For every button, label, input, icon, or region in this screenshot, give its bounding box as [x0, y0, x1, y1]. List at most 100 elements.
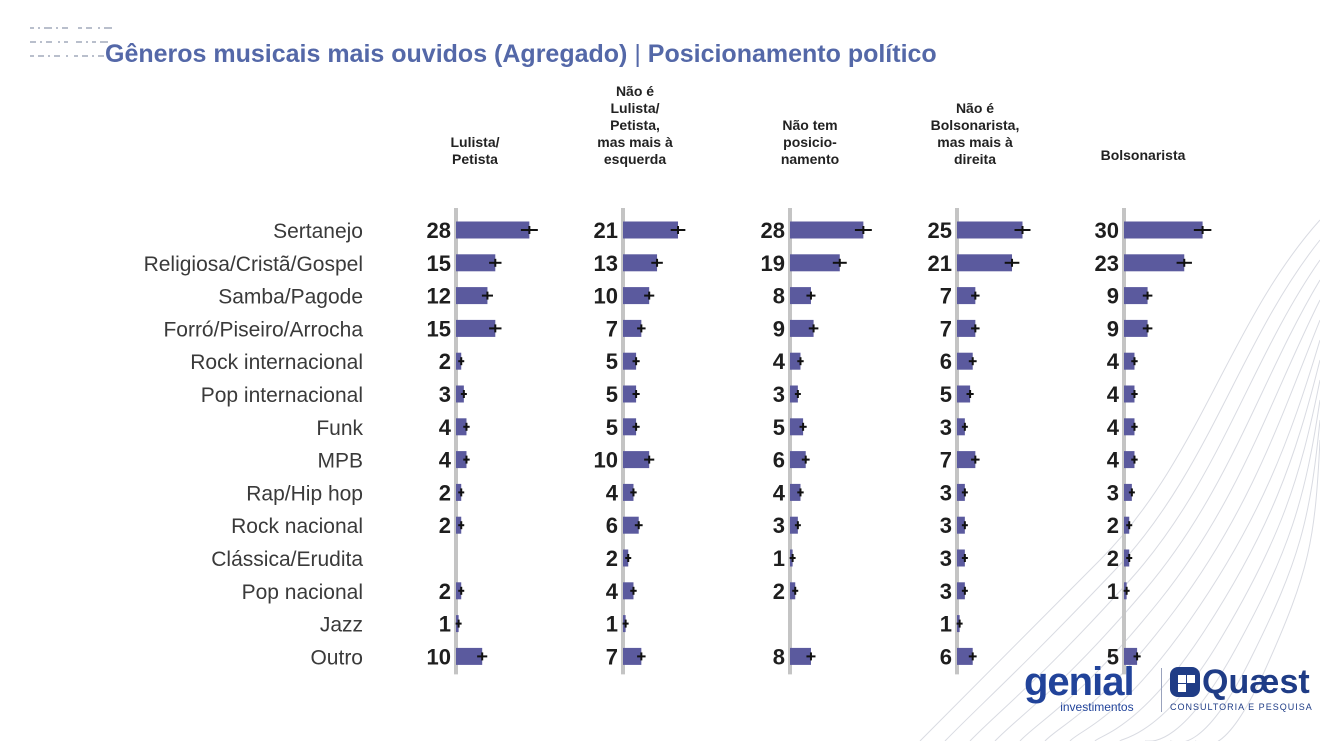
data-label: 7	[940, 316, 952, 341]
data-label: 21	[928, 251, 952, 276]
quaest-wordmark: Quæst	[1202, 663, 1310, 701]
data-label: 1	[606, 612, 618, 637]
bar	[623, 385, 637, 403]
bar	[957, 549, 965, 567]
data-label: 9	[1107, 316, 1119, 341]
data-label: 15	[427, 316, 451, 341]
data-label: 9	[1107, 284, 1119, 309]
page-title: Gêneros musicais mais ouvidos (Agregado)…	[105, 40, 937, 69]
bar	[456, 647, 483, 665]
data-label: 3	[773, 513, 785, 538]
category-label: Rap/Hip hop	[246, 482, 363, 505]
data-label: 4	[1107, 382, 1120, 407]
category-label: Pop internacional	[201, 384, 363, 407]
bar	[790, 221, 864, 239]
category-label: Rock nacional	[231, 515, 363, 538]
column-header: Não tem posicio-namento	[781, 117, 839, 167]
bar	[1124, 483, 1132, 501]
data-label: 13	[594, 251, 618, 276]
column-header: Bolsonarista	[1101, 147, 1186, 163]
category-label: MPB	[317, 450, 363, 473]
bar	[790, 287, 811, 305]
data-label: 3	[773, 382, 785, 407]
data-label: 4	[1107, 349, 1120, 374]
bar	[1124, 451, 1135, 469]
bar	[790, 647, 811, 665]
data-label: 3	[940, 415, 952, 440]
data-label: 4	[1107, 415, 1120, 440]
data-label: 3	[940, 513, 952, 538]
bar	[790, 254, 840, 272]
data-label: 10	[427, 644, 451, 669]
bar	[957, 483, 965, 501]
bar	[623, 287, 650, 305]
chart-subtitle: Posicionamento político	[647, 40, 937, 68]
bar	[1124, 418, 1135, 436]
bar	[623, 451, 650, 469]
corner-dash-marks	[30, 27, 112, 57]
bar	[957, 418, 965, 436]
bar	[1124, 254, 1185, 272]
data-label: 25	[928, 218, 952, 243]
bar	[623, 582, 634, 600]
data-label: 1	[940, 612, 952, 637]
category-label: Jazz	[320, 614, 363, 637]
genial-logo: genial investimentos	[1024, 660, 1135, 714]
bar	[456, 418, 467, 436]
data-label: 2	[773, 579, 785, 604]
data-label: 12	[427, 284, 451, 309]
bar	[957, 451, 976, 469]
data-label: 1	[1107, 579, 1119, 604]
bar	[957, 352, 973, 370]
quaest-icon	[1170, 667, 1200, 697]
bar	[957, 582, 965, 600]
data-label: 2	[606, 546, 618, 571]
bar	[1124, 352, 1135, 370]
genial-subtitle: investimentos	[1060, 700, 1134, 714]
data-label: 5	[1107, 644, 1119, 669]
data-label: 5	[773, 415, 785, 440]
data-label: 3	[940, 546, 952, 571]
bar	[623, 221, 679, 239]
data-label: 5	[606, 382, 618, 407]
bar	[790, 352, 801, 370]
category-label: Funk	[316, 417, 363, 440]
genial-wordmark: genial	[1024, 660, 1135, 704]
column-header: Não é Lulista/Petista, mas mais à esquerda	[597, 83, 673, 167]
data-label: 4	[1107, 448, 1120, 473]
data-label: 8	[773, 644, 785, 669]
category-label: Outro	[310, 646, 363, 669]
bar	[1124, 287, 1148, 305]
data-label: 4	[439, 448, 452, 473]
bar	[623, 352, 637, 370]
bar	[790, 516, 798, 534]
bar	[623, 319, 642, 337]
title-separator: |	[634, 40, 641, 68]
category-label: Samba/Pagode	[218, 286, 363, 309]
data-label: 15	[427, 251, 451, 276]
data-label: 5	[940, 382, 952, 407]
data-label: 6	[606, 513, 618, 538]
data-label: 2	[1107, 513, 1119, 538]
bar	[623, 418, 637, 436]
column-header: Lulista/Petista	[450, 134, 499, 167]
data-label: 6	[773, 448, 785, 473]
bar	[957, 647, 973, 665]
bar	[957, 287, 976, 305]
bar	[957, 516, 965, 534]
data-label: 10	[594, 284, 618, 309]
data-label: 28	[427, 218, 451, 243]
data-label: 4	[773, 480, 786, 505]
bar	[790, 385, 798, 403]
data-label: 19	[761, 251, 785, 276]
bar	[456, 385, 464, 403]
data-label: 7	[606, 644, 618, 669]
category-label: Forró/Piseiro/Arrocha	[163, 318, 363, 341]
bar	[957, 319, 976, 337]
bar	[957, 254, 1013, 272]
bar	[623, 254, 658, 272]
logo-divider	[1161, 668, 1162, 712]
data-label: 6	[940, 644, 952, 669]
category-label: Pop nacional	[242, 581, 363, 604]
